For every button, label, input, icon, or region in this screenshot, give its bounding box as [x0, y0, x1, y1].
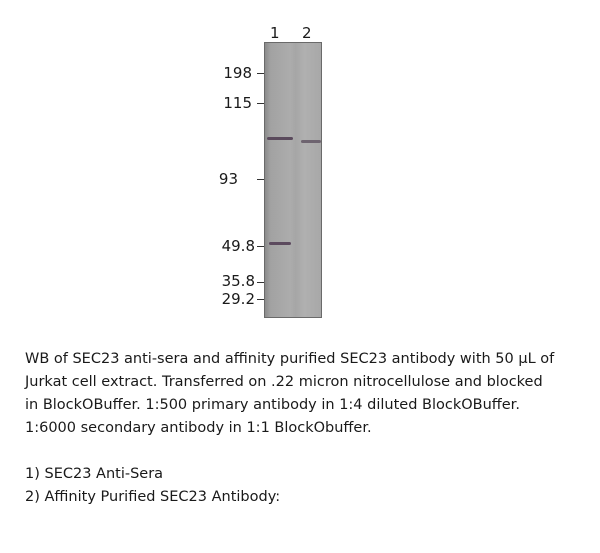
marker-tick-35-8	[257, 282, 265, 283]
lane-1-band-lower	[269, 242, 291, 245]
lane-legend: 1) SEC23 Anti-Sera 2) Affinity Purified …	[25, 463, 280, 509]
caption-line-1: WB of SEC23 anti-sera and affinity purif…	[25, 351, 555, 367]
marker-label-35-8: 35.8	[221, 272, 255, 290]
legend-item-2: 2) Affinity Purified SEC23 Antibody:	[25, 489, 281, 505]
lane-2-band-upper	[301, 140, 321, 143]
marker-tick-49-8	[257, 246, 265, 247]
marker-label-29-2: 29.2	[221, 290, 255, 308]
marker-tick-198	[257, 73, 265, 74]
lane-label-2: 2	[302, 24, 312, 42]
lane-1-band-upper	[267, 137, 293, 140]
caption-line-3: in BlockOBuffer. 1:500 primary antibody …	[25, 397, 520, 413]
marker-label-115: 115	[223, 94, 252, 112]
marker-tick-29-2	[257, 299, 265, 300]
marker-label-93: 93	[218, 170, 238, 188]
western-blot-membrane	[264, 42, 322, 318]
figure-caption: WB of SEC23 anti-sera and affinity purif…	[25, 348, 585, 440]
marker-tick-93	[257, 179, 265, 180]
caption-line-4: 1:6000 secondary antibody in 1:1 BlockOb…	[25, 420, 372, 436]
marker-label-49-8: 49.8	[221, 237, 255, 255]
marker-label-198: 198	[223, 64, 252, 82]
caption-line-2: Jurkat cell extract. Transferred on .22 …	[25, 374, 543, 390]
legend-item-1: 1) SEC23 Anti-Sera	[25, 466, 164, 482]
marker-tick-115	[257, 103, 265, 104]
lane-label-1: 1	[270, 24, 280, 42]
